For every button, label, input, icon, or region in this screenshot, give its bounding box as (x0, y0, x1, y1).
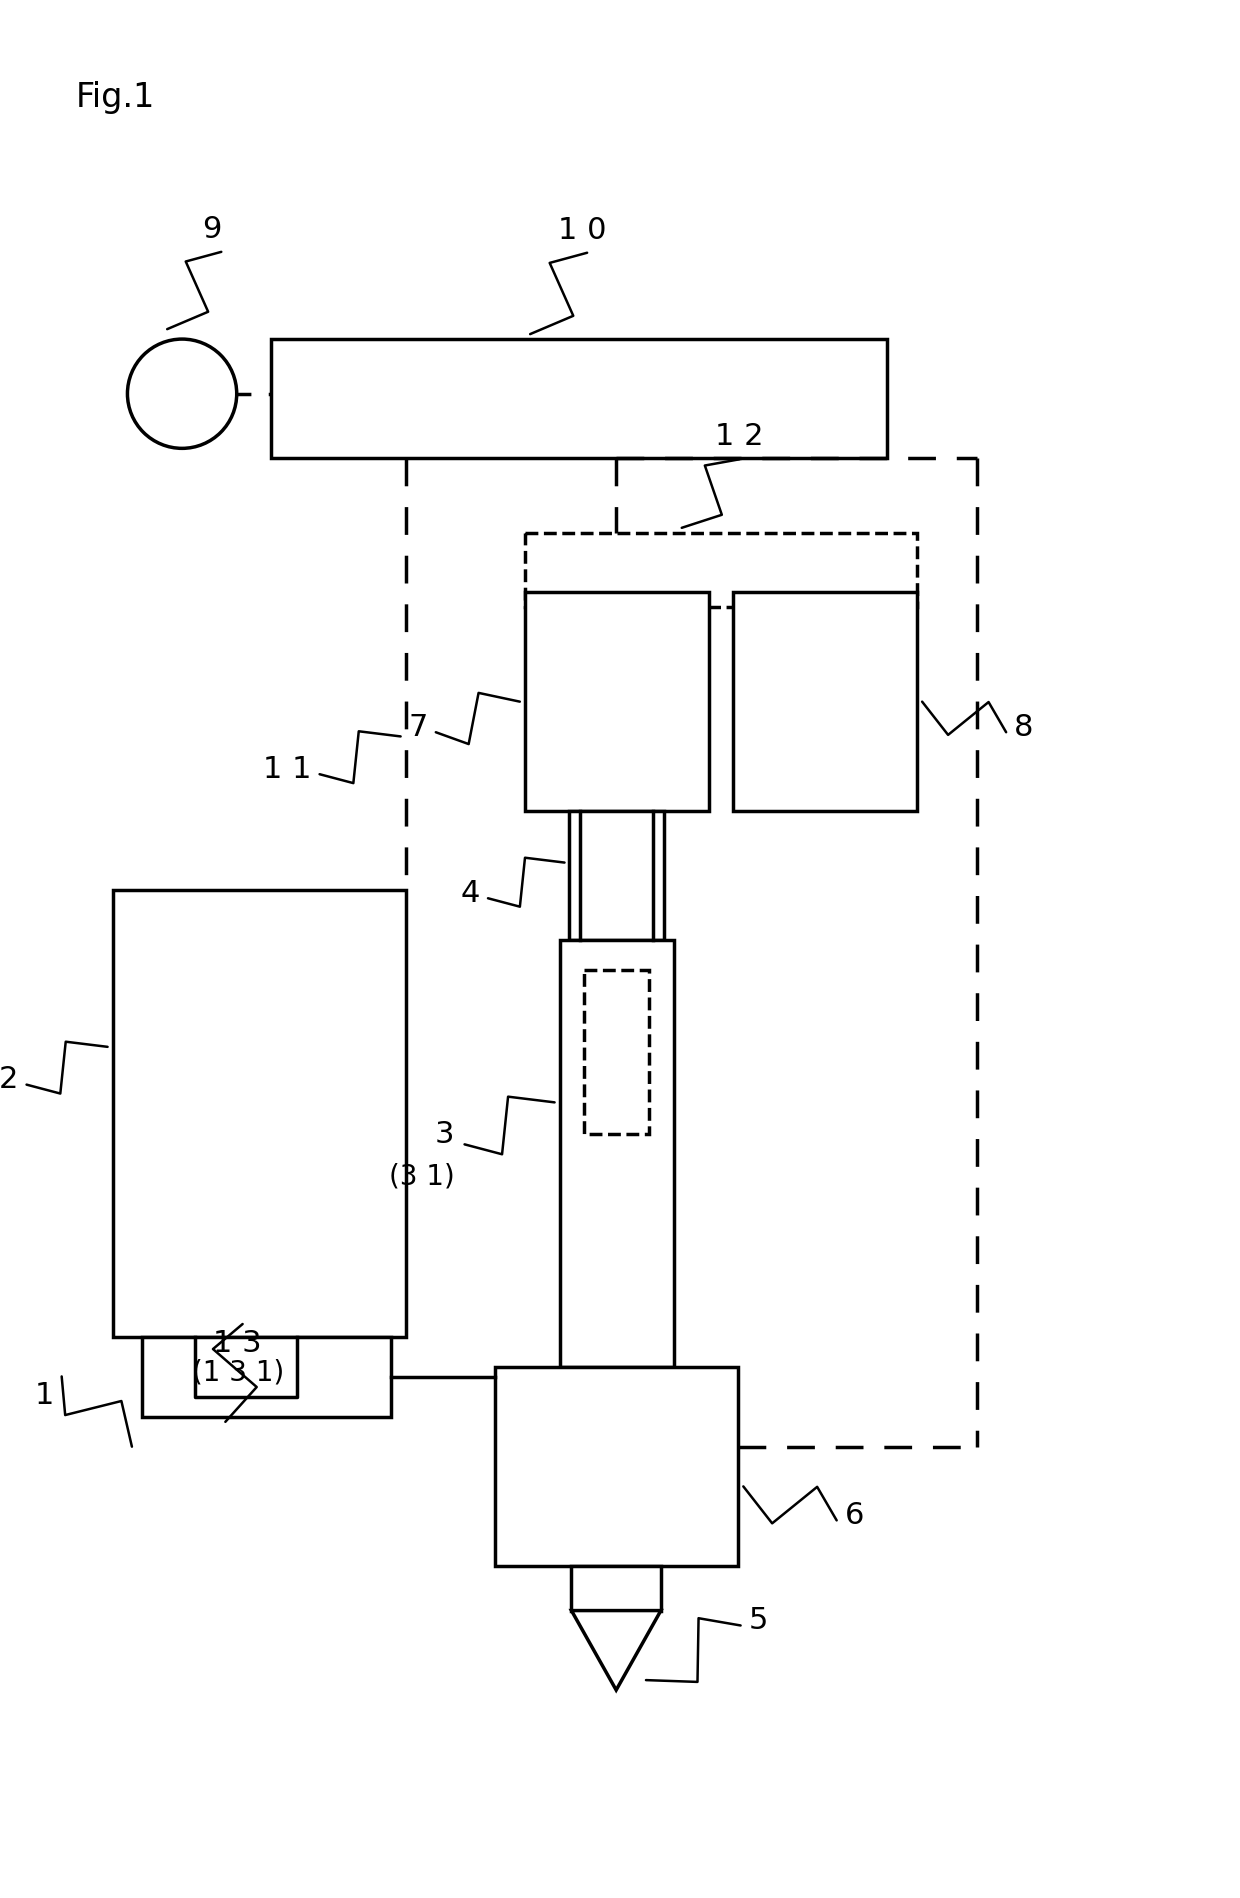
Text: 6: 6 (844, 1501, 864, 1530)
Text: 7: 7 (408, 714, 428, 742)
Bar (525, 592, 708, 810)
Polygon shape (572, 1611, 661, 1689)
Text: 3: 3 (435, 1120, 455, 1148)
Bar (584, 970, 649, 1133)
Text: Fig.1: Fig.1 (76, 82, 155, 114)
Text: 1 2: 1 2 (715, 423, 764, 452)
Bar (733, 592, 918, 810)
Text: 2: 2 (0, 1065, 19, 1093)
Text: 9: 9 (202, 214, 221, 245)
Text: 1 1: 1 1 (263, 755, 311, 784)
Text: 4: 4 (461, 879, 480, 907)
Text: 1 3: 1 3 (213, 1329, 262, 1357)
Bar (141, 1338, 391, 1418)
Bar (572, 1566, 661, 1611)
Bar (559, 940, 673, 1367)
Text: 8: 8 (1014, 714, 1034, 742)
Text: 5: 5 (749, 1606, 768, 1634)
Bar (495, 1367, 738, 1566)
Bar (569, 810, 663, 940)
Bar (525, 533, 918, 607)
Text: (3 1): (3 1) (389, 1162, 455, 1190)
Text: 1 0: 1 0 (558, 216, 606, 245)
Text: 1: 1 (35, 1382, 53, 1410)
Text: (1 3 1): (1 3 1) (191, 1359, 284, 1387)
Bar (272, 340, 888, 457)
Bar (113, 890, 405, 1338)
